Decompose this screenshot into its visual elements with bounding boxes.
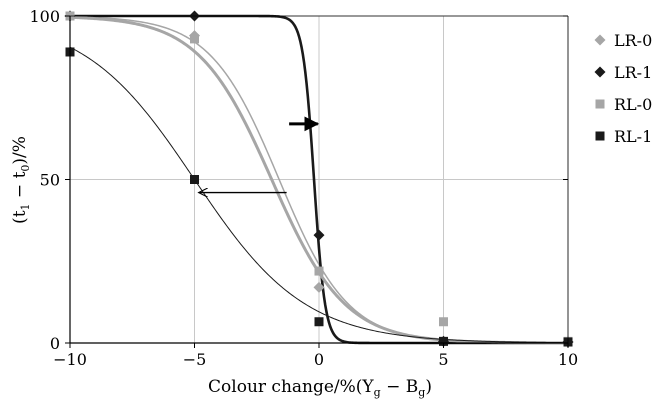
x-tick-label: −10 [53, 350, 87, 369]
y-axis-title: (t1 − t0)/% [10, 136, 32, 224]
point-rl-0 [314, 266, 324, 276]
fit-curve-rl-1 [69, 46, 569, 344]
point-rl-1 [439, 336, 448, 346]
x-tick-label: 5 [438, 350, 448, 369]
point-lr-0 [313, 281, 325, 293]
legend-marker-lr-0 [594, 34, 606, 46]
legend-label-rl-1: RL-1 [614, 127, 652, 146]
point-rl-1 [190, 175, 199, 184]
y-tick-label: 50 [40, 171, 60, 190]
x-axis-title: Colour change/%(Yg − Bg) [208, 377, 432, 399]
legend-label-rl-0: RL-0 [614, 95, 652, 114]
point-rl-1 [314, 317, 324, 327]
grid-lines [69, 15, 569, 344]
legend-marker-rl-0 [595, 99, 605, 109]
axes [65, 15, 569, 348]
point-rl-0 [190, 34, 199, 44]
x-tick-label: −5 [183, 350, 207, 369]
y-tick-label: 0 [50, 334, 60, 353]
legend-label-lr-0: LR-0 [614, 31, 652, 50]
legend-marker-rl-1 [595, 131, 605, 141]
point-rl-0 [439, 317, 448, 327]
annotation-arrows [199, 116, 320, 193]
y-tick-label: 100 [29, 7, 60, 26]
legend-marker-lr-1 [594, 66, 606, 78]
x-tick-label: 10 [558, 350, 578, 369]
legend-label-lr-1: LR-1 [614, 63, 652, 82]
x-tick-label: 0 [314, 350, 324, 369]
point-lr-1 [313, 229, 325, 241]
legend: LR-0 LR-1 RL-0 RL-1 [594, 31, 652, 146]
